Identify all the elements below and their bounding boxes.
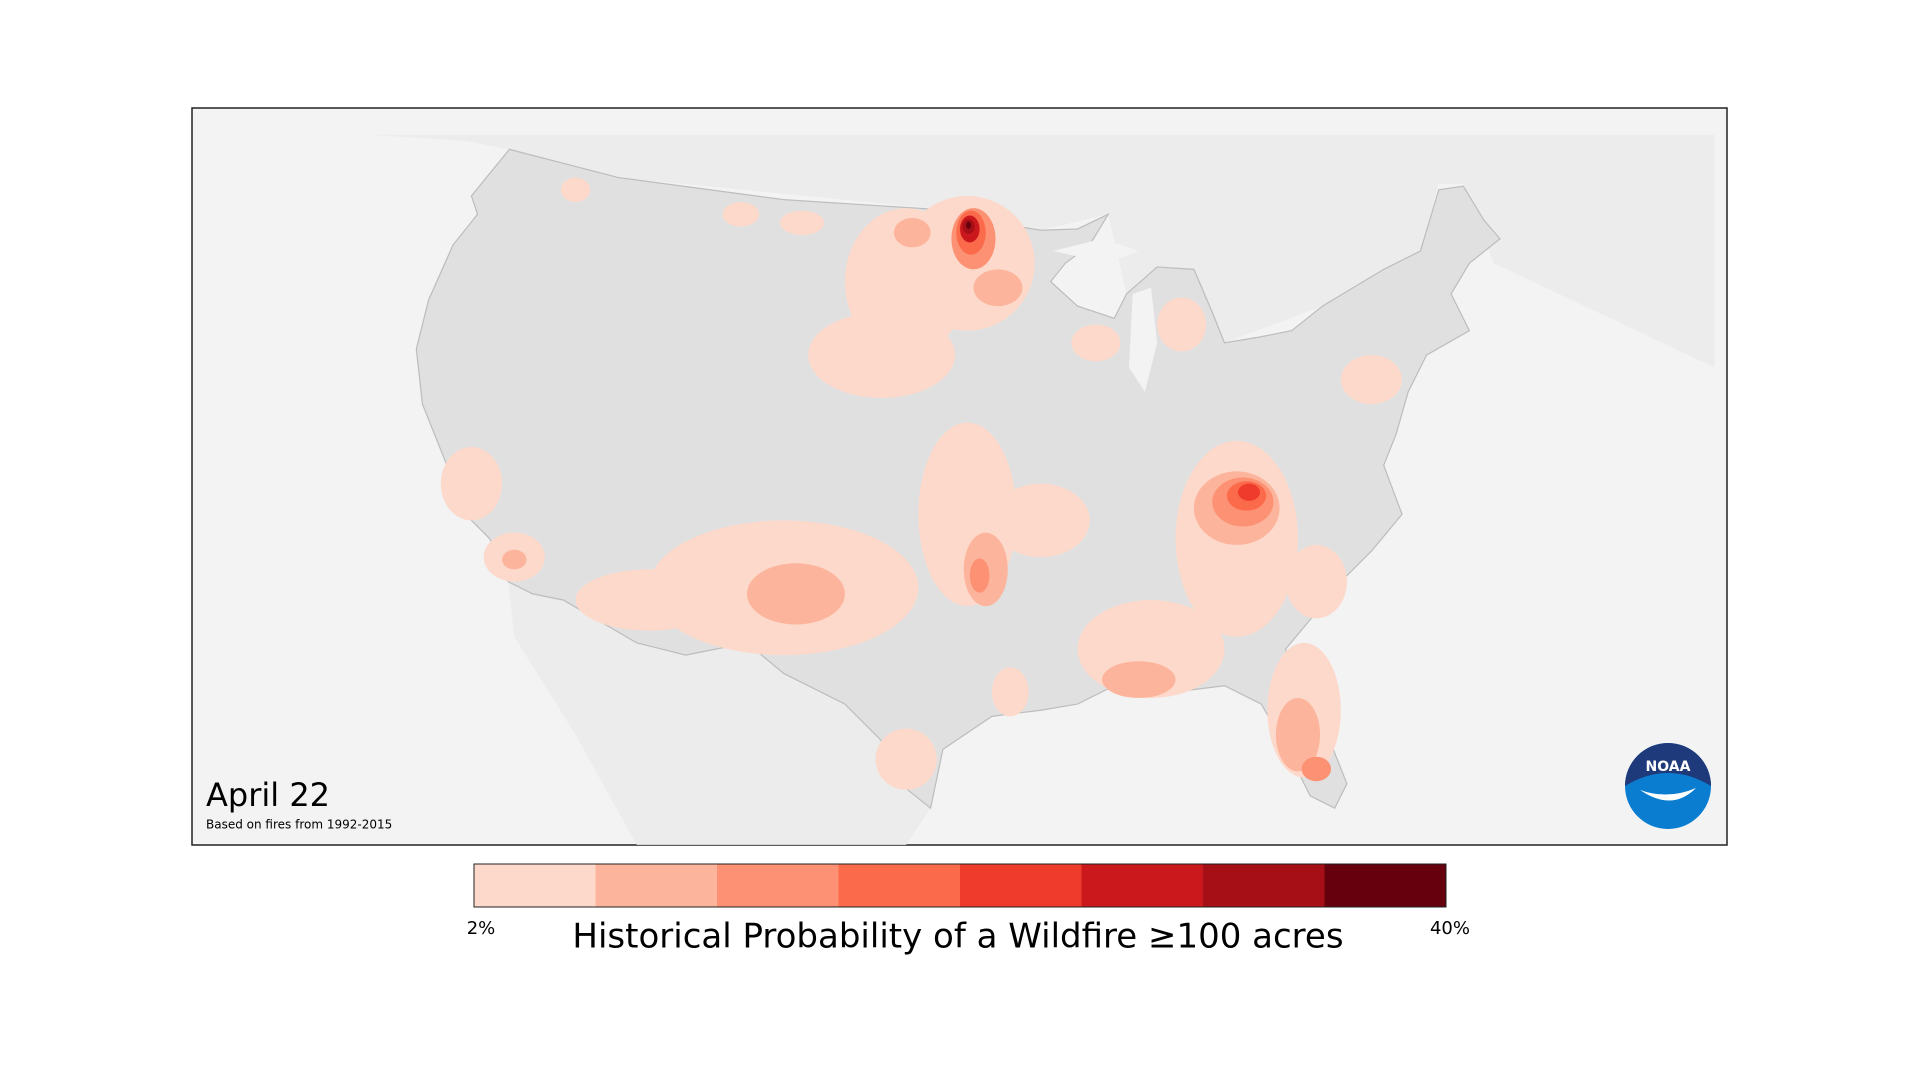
fire-area xyxy=(575,569,723,631)
legend-swatch xyxy=(1081,864,1204,907)
fire-area xyxy=(991,667,1029,717)
fire-area xyxy=(1102,661,1176,698)
map-subtitle: Based on fires from 1992-2015 xyxy=(206,818,392,832)
fire-area xyxy=(1340,355,1403,405)
fire-probability xyxy=(440,177,1403,790)
fire-area xyxy=(973,269,1023,307)
fire-area xyxy=(560,177,591,203)
canada xyxy=(367,134,1715,368)
legend-border xyxy=(473,863,1447,908)
fire-area xyxy=(780,210,825,236)
map-area xyxy=(367,134,1715,845)
noaa-logo: NOAA xyxy=(1625,743,1711,829)
legend-swatch xyxy=(1324,864,1447,907)
mexico xyxy=(508,581,931,845)
fire-area xyxy=(1237,483,1261,501)
fire-area xyxy=(722,202,760,227)
legend-swatch xyxy=(717,864,839,907)
fire-area xyxy=(440,446,503,521)
fire-area xyxy=(1157,297,1207,352)
legend-max: 40% xyxy=(1430,918,1470,939)
fire-area xyxy=(1285,544,1347,619)
fire-area xyxy=(808,312,956,398)
legend-swatch xyxy=(595,864,718,907)
fire-area xyxy=(1071,324,1121,362)
lake-michigan xyxy=(1128,287,1158,392)
fire-area xyxy=(969,558,990,593)
lake-superior xyxy=(1053,238,1139,264)
legend-min: 2% xyxy=(467,918,496,939)
fire-area xyxy=(746,563,845,625)
legend-swatch xyxy=(474,864,596,907)
fire-area xyxy=(1275,697,1321,772)
legend-swatch xyxy=(1203,864,1325,907)
fire-area xyxy=(502,549,527,570)
legend xyxy=(474,864,1447,907)
fire-area xyxy=(893,217,931,248)
fire-area xyxy=(1301,756,1332,782)
fire-area xyxy=(966,221,972,229)
fire-area xyxy=(991,483,1090,558)
map-date: April 22 xyxy=(206,776,330,814)
fire-area xyxy=(875,728,937,790)
legend-swatch xyxy=(838,864,961,907)
legend-swatch xyxy=(960,864,1082,907)
logo-text: NOAA xyxy=(1646,759,1691,775)
legend-title: Historical Probability of a Wildfire ≥10… xyxy=(572,917,1343,957)
